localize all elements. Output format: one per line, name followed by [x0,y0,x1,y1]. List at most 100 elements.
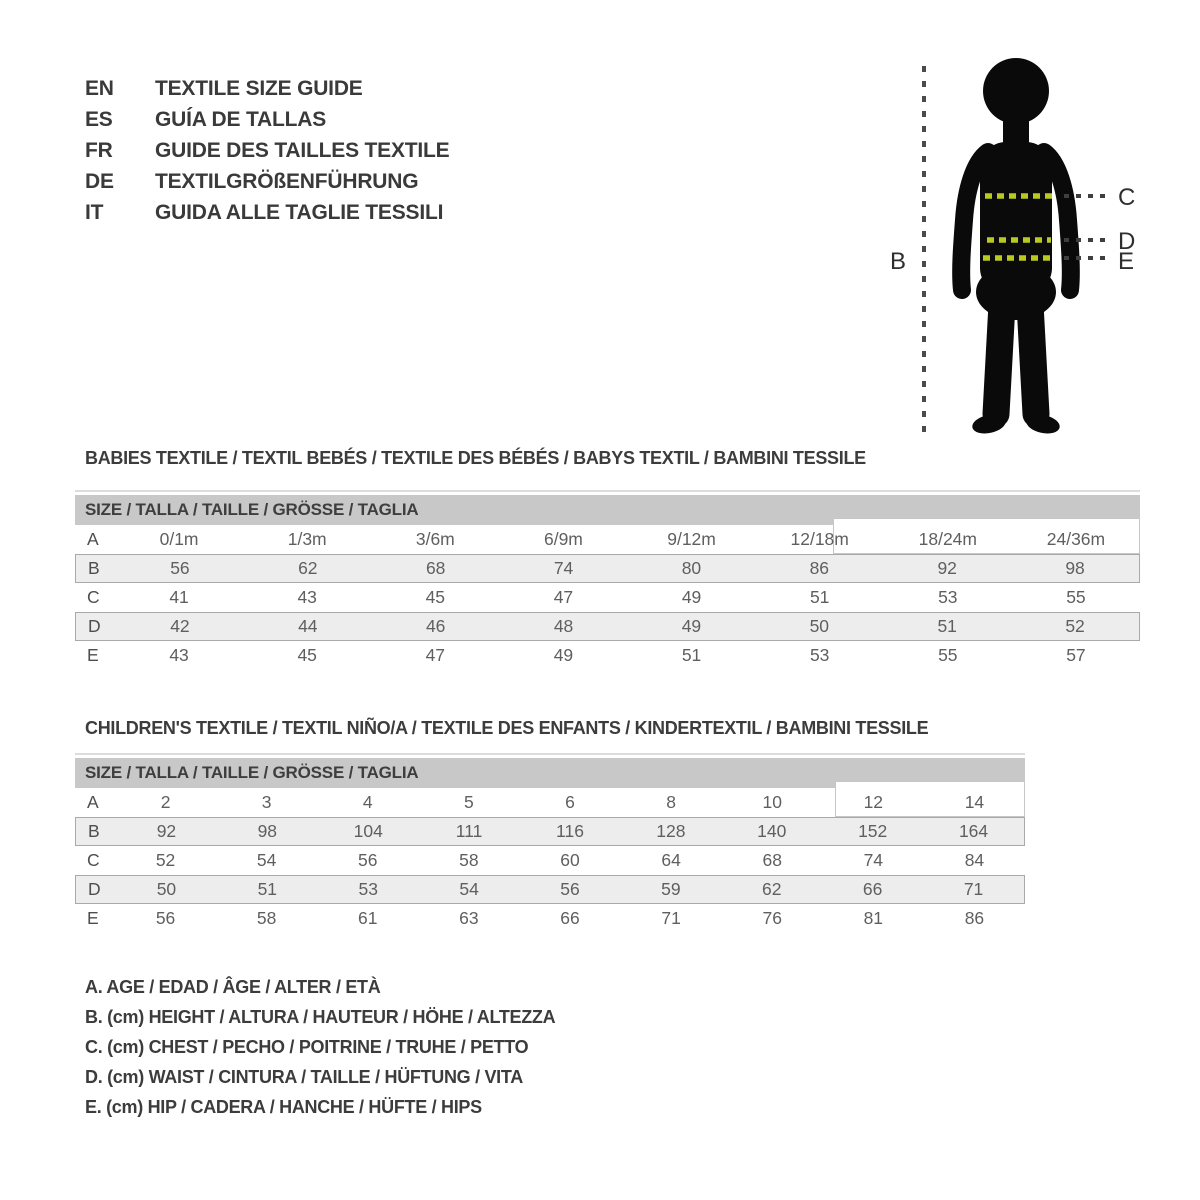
table-cell: 81 [863,908,884,928]
table-cell: 53 [809,645,830,665]
table-cell: 24/36m [1046,529,1106,549]
table-cell: 52 [155,850,176,870]
table-cell: 68 [425,558,446,578]
table-cell: 84 [964,850,985,870]
table-cell: 98 [1065,558,1085,578]
table-cell: 52 [1065,616,1085,636]
title-de: TEXTILGRÖßENFÜHRUNG [155,170,419,193]
hip-label: E [1118,248,1134,275]
table-cell: 80 [681,558,702,578]
table-cell: 48 [553,616,574,636]
table-cell: 66 [560,908,580,928]
row-label: E [87,645,99,665]
table-top-rule [75,490,1140,492]
children-section-heading: CHILDREN'S TEXTILE / TEXTIL NIÑO/A / TEX… [85,718,929,738]
row-label: D [88,879,101,899]
table-cell: 74 [553,558,574,578]
table-cell: 51 [937,616,957,636]
waist-label: D [1118,228,1135,255]
measurement-legend: A. AGE / EDAD / ÂGE / ALTER / ETÀ B. (cm… [85,972,556,1122]
title-en: TEXTILE SIZE GUIDE [155,77,363,100]
table-row-hip: E 56 58 61 63 66 71 76 81 86 [75,904,1025,933]
table-cell: 86 [964,908,985,928]
table-cell: 1/3m [287,529,327,549]
table-cell: 5 [464,792,474,812]
table-row-waist: D 50 51 53 54 56 59 62 66 71 [75,875,1025,904]
table-cell: 54 [256,850,277,870]
table-cell: 60 [560,850,580,870]
table-cell: 55 [1066,587,1086,607]
table-header-label: SIZE / TALLA / TAILLE / GRÖSSE / TAGLIA [85,500,419,519]
table-cell: 55 [938,645,958,665]
table-row-chest: C 41 43 45 47 49 51 53 55 [75,583,1140,612]
table-cell: 71 [963,879,984,899]
table-cell: 50 [156,879,177,899]
table-cell: 47 [425,645,446,665]
table-cell: 62 [298,558,318,578]
babies-table-header: SIZE / TALLA / TAILLE / GRÖSSE / TAGLIA [75,495,1140,525]
legend-line-height: B. (cm) HEIGHT / ALTURA / HAUTEUR / HÖHE… [85,1007,556,1027]
table-cell: 57 [1066,645,1086,665]
table-cell: 53 [358,879,378,899]
table-row-waist: D 42 44 46 48 49 50 51 52 [75,612,1140,641]
table-cell: 53 [938,587,958,607]
table-cell: 12/18m [790,529,849,549]
table-cell: 45 [297,645,317,665]
table-cell: 9/12m [667,529,716,549]
table-cell: 46 [425,616,446,636]
table-cell: 0/1m [159,529,199,549]
table-cell: 6 [565,792,575,812]
selected-size-highlight-box [835,781,1025,817]
table-cell: 47 [553,587,574,607]
table-cell: 128 [656,821,686,841]
title-fr: GUIDE DES TAILLES TEXTILE [155,139,450,162]
table-cell: 54 [459,879,479,899]
table-cell: 59 [661,879,681,899]
selected-size-highlight-box [833,518,1140,554]
table-cell: 116 [556,821,584,841]
lang-code-es: ES [85,108,113,131]
table-cell: 76 [762,908,782,928]
table-cell: 56 [170,558,190,578]
child-silhouette-icon: B C D E [890,58,1135,434]
table-cell: 3/6m [415,529,455,549]
row-label: C [87,850,100,870]
table-row-chest: C 52 54 56 58 60 64 68 74 84 [75,846,1025,875]
table-cell: 58 [256,908,277,928]
lang-code-it: IT [85,201,104,224]
table-cell: 140 [757,821,787,841]
babies-size-table: SIZE / TALLA / TAILLE / GRÖSSE / TAGLIA … [75,490,1140,670]
row-label: E [87,908,99,928]
table-cell: 86 [809,558,830,578]
table-cell: 152 [858,821,888,841]
table-cell: 71 [661,908,681,928]
table-cell: 56 [560,879,580,899]
table-top-rule [75,753,1025,755]
table-cell: 49 [681,587,702,607]
table-cell: 64 [661,850,681,870]
table-header-label: SIZE / TALLA / TAILLE / GRÖSSE / TAGLIA [85,763,419,782]
row-label: A [87,792,99,812]
table-cell: 50 [809,616,830,636]
lang-code-de: DE [85,170,114,193]
table-cell: 164 [958,821,989,841]
table-cell: 14 [964,792,985,812]
table-row-age: A 0/1m 1/3m 3/6m 6/9m 9/12m 12/18m 18/24… [75,525,1140,554]
language-title-block: EN TEXTILE SIZE GUIDE ES GUÍA DE TALLAS FR… [85,77,450,224]
table-cell: 104 [353,821,383,841]
table-row-age: A 2 3 4 5 6 8 10 12 14 [75,788,1025,817]
table-cell: 8 [666,792,676,812]
table-cell: 45 [425,587,446,607]
table-cell: 6/9m [543,529,583,549]
row-label: D [88,616,101,636]
legend-line-age: A. AGE / EDAD / ÂGE / ALTER / ETÀ [85,977,381,997]
table-cell: 12 [863,792,884,812]
table-cell: 62 [762,879,782,899]
row-label: B [88,558,100,578]
table-cell: 58 [459,850,479,870]
table-cell: 41 [169,587,189,607]
table-cell: 66 [862,879,883,899]
table-cell: 61 [358,908,378,928]
table-cell: 49 [553,645,574,665]
